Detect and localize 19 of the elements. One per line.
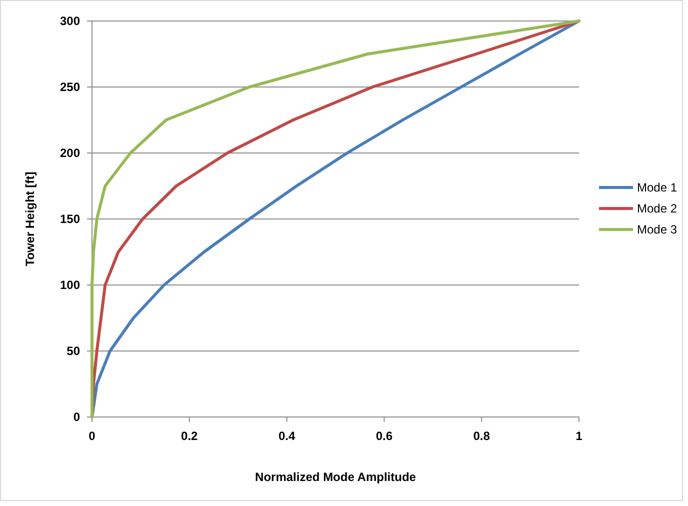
y-tick-label: 50: [66, 344, 80, 358]
legend-label: Mode 1: [637, 180, 678, 195]
x-tick-label: 0.4: [278, 429, 296, 443]
y-tick-label: 100: [60, 278, 80, 292]
legend-label: Mode 3: [637, 222, 678, 237]
y-tick-label: 150: [60, 212, 80, 226]
y-axis-title: Tower Height [ft]: [23, 172, 37, 266]
y-tick-label: 200: [60, 146, 80, 160]
y-tick-label: 250: [60, 80, 80, 94]
x-tick-label: 0: [88, 429, 96, 443]
x-tick-label: 0.8: [473, 429, 490, 443]
x-tick-label: 0.6: [376, 429, 393, 443]
x-axis-title: Normalized Mode Amplitude: [255, 470, 416, 484]
x-tick-label: 0.2: [181, 429, 198, 443]
legend-label: Mode 2: [637, 202, 678, 216]
y-tick-label: 0: [73, 410, 80, 424]
line-series: [90, 20, 580, 418]
y-tick-label: 300: [60, 14, 80, 28]
x-tick-label: 1: [576, 429, 583, 443]
